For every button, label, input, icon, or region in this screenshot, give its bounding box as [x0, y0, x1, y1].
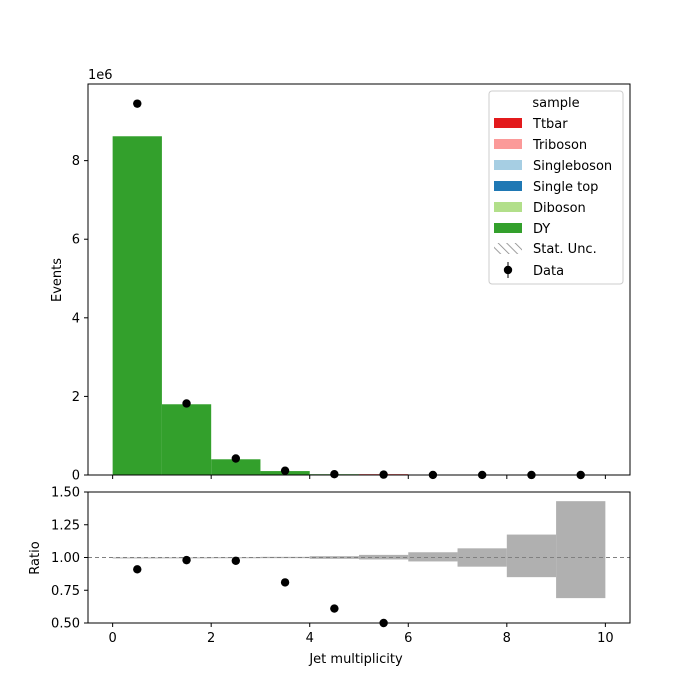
legend-label-single-top: Single top — [533, 180, 598, 195]
data-point — [182, 399, 191, 408]
ratio-y-tick-label: 0.75 — [51, 584, 80, 599]
main-y-ticks: 0 2 4 6 8 — [72, 154, 88, 484]
legend-swatch-dy — [494, 223, 522, 233]
legend-label-ttbar: Ttbar — [532, 117, 568, 132]
legend: sample Ttbar Triboson Singleboson Single to… — [488, 90, 624, 285]
ratio-y-ticks: 0.50 0.75 1.00 1.25 1.50 — [51, 486, 88, 632]
y-tick-label: 6 — [72, 233, 80, 248]
y-offset-label: 1e6 — [88, 68, 113, 83]
ratio-unc-bin — [556, 501, 606, 599]
legend-swatch-single-top — [494, 181, 522, 191]
ratio-panel: 0.50 0.75 1.00 1.25 1.50 0 2 4 6 8 10 Ratio Jet m… — [28, 486, 631, 667]
data-point — [133, 99, 142, 108]
ratio-y-tick-label: 0.50 — [51, 617, 80, 632]
y-axis-label: Events — [50, 258, 65, 302]
ratio-point — [280, 578, 290, 587]
legend-label-data: Data — [533, 264, 564, 279]
ratio-y-axis-label: Ratio — [28, 541, 43, 574]
legend-swatch-triboson — [494, 139, 522, 149]
legend-label-triboson: Triboson — [532, 138, 587, 153]
data-point — [330, 470, 339, 479]
ratio-unc-bin — [408, 552, 458, 562]
bar-dy — [211, 459, 261, 475]
y-tick-label: 8 — [72, 154, 80, 169]
legend-label-dy: DY — [533, 222, 550, 237]
ratio-y-tick-label: 1.50 — [51, 486, 80, 501]
ratio-point — [182, 555, 191, 565]
ratio-y-tick-label: 1.00 — [51, 551, 80, 566]
legend-marker-data — [503, 262, 513, 278]
legend-entries: Ttbar Triboson Singleboson Single top Diboso… — [494, 117, 612, 237]
ratio-x-ticks: 0 2 4 6 8 10 — [108, 623, 614, 646]
ratio-point — [231, 556, 241, 565]
x-tick-label: 8 — [503, 631, 511, 646]
legend-title: sample — [532, 96, 579, 111]
x-tick-label: 6 — [404, 631, 412, 646]
x-tick-label: 4 — [306, 631, 314, 646]
main-x-ticks — [112, 475, 606, 479]
legend-swatch-ttbar — [494, 118, 522, 128]
legend-swatch-stat-unc — [494, 243, 522, 254]
x-tick-label: 0 — [108, 631, 116, 646]
ratio-y-tick-label: 1.25 — [51, 518, 80, 533]
ratio-point — [330, 604, 339, 613]
legend-box — [488, 90, 624, 285]
y-tick-label: 4 — [72, 311, 80, 326]
data-point — [280, 466, 290, 475]
data-point — [231, 454, 241, 463]
legend-label-diboson: Diboson — [533, 201, 586, 216]
legend-swatch-singleboson — [494, 160, 522, 170]
bar-dy — [112, 136, 162, 475]
x-tick-label: 10 — [597, 631, 614, 646]
legend-swatch-diboson — [494, 202, 522, 212]
ratio-unc-bin — [506, 534, 557, 578]
y-tick-label: 0 — [72, 469, 80, 484]
legend-label-singleboson: Singleboson — [533, 159, 612, 174]
legend-label-stat-unc: Stat. Unc. — [533, 242, 597, 257]
ratio-point — [133, 565, 142, 574]
ratio-points — [133, 555, 388, 628]
main-plot-frame — [87, 83, 631, 476]
bar-dy — [161, 404, 212, 475]
y-tick-label: 2 — [72, 390, 80, 405]
x-tick-label: 2 — [207, 631, 215, 646]
x-axis-label: Jet multiplicity — [308, 652, 403, 667]
